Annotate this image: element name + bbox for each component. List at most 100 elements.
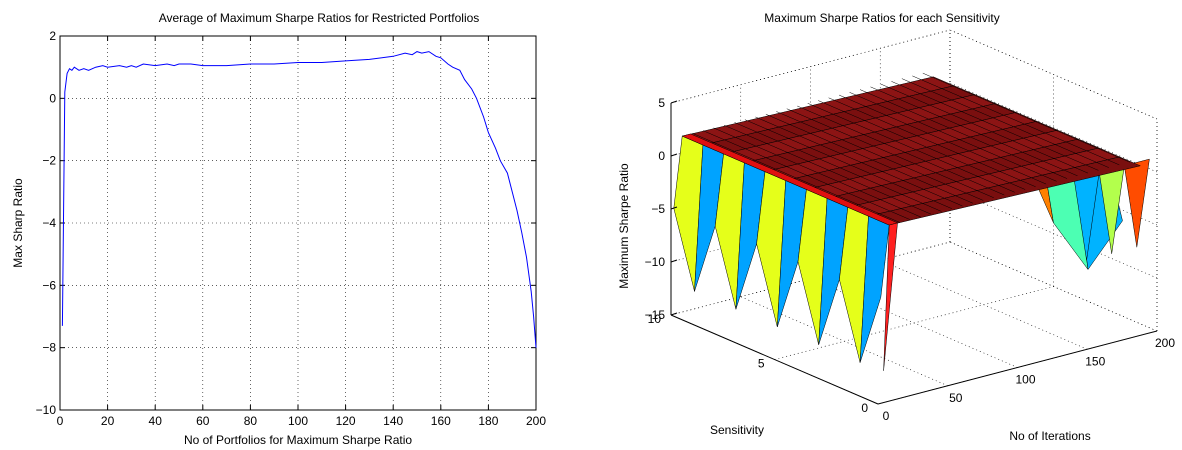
right-x-axis-line xyxy=(877,330,1158,405)
right-surface-mesh-line xyxy=(879,198,900,209)
right-surface-mesh-line xyxy=(786,151,807,161)
right-chart: Maximum Sharpe Ratios for each Sensitivi… xyxy=(617,11,1175,443)
right-surface-mesh-line xyxy=(994,154,1016,164)
right-surface-mesh-line xyxy=(901,78,923,88)
right-surface-mesh-line xyxy=(828,97,850,107)
right-surface-mesh-line xyxy=(994,125,1016,135)
right-surface-mesh-line xyxy=(796,148,818,159)
right-surface-mesh-line xyxy=(838,94,860,105)
right-surface-mesh-line xyxy=(868,201,890,211)
right-surface-mesh-line xyxy=(775,140,797,150)
right-surface-mesh-line xyxy=(922,72,944,83)
right-surface-mesh-line xyxy=(828,111,850,122)
right-x-tick-label: 150 xyxy=(1085,354,1105,368)
right-box-edge xyxy=(670,29,951,104)
right-surface-mesh-line xyxy=(713,127,735,138)
right-surface-mesh-line xyxy=(1014,177,1036,188)
right-surface-mesh-line xyxy=(838,123,860,133)
right-surface-mesh-line xyxy=(912,90,933,100)
right-surface-mesh-line xyxy=(941,196,963,207)
right-surface-mesh-line xyxy=(920,187,942,198)
right-z-tick-label: 5 xyxy=(658,96,665,110)
right-z-tick-label: 0 xyxy=(658,149,665,163)
right-surface-mesh-line xyxy=(879,184,901,194)
right-surface-mesh-line xyxy=(744,119,766,129)
right-surface-mesh-line xyxy=(786,137,808,147)
right-surface-mesh-line xyxy=(1025,174,1047,185)
right-surface-mesh-line xyxy=(953,107,975,118)
right-surface-mesh-line xyxy=(744,133,766,144)
right-z-axis-label: Maximum Sharpe Ratio xyxy=(617,163,631,289)
right-surface-mesh-line xyxy=(734,122,756,132)
left-y-tick-label: −6 xyxy=(42,278,56,292)
right-surface-mesh-line xyxy=(880,127,902,137)
right-surface-mesh-line xyxy=(786,122,808,133)
right-surface-mesh-line xyxy=(1015,148,1037,159)
right-surface-mesh-line xyxy=(984,128,1006,138)
right-surface-mesh-line xyxy=(994,168,1016,179)
right-surface-mesh-line xyxy=(983,171,1005,181)
right-surface-mesh-line xyxy=(765,157,786,167)
right-surface-mesh-line xyxy=(870,86,892,96)
right-surface-mesh-line xyxy=(765,128,787,138)
right-surface-mesh-line xyxy=(838,152,859,162)
right-surface-mesh-line xyxy=(1057,137,1079,148)
right-surface-mesh-line xyxy=(963,119,985,129)
right-z-tick-mark xyxy=(670,259,678,263)
right-3d-box xyxy=(670,29,1158,405)
right-surface-mesh-line xyxy=(962,176,984,187)
right-surface-mesh-line xyxy=(1077,146,1099,157)
right-surface-mesh-line xyxy=(785,166,807,176)
right-surface-mesh-line xyxy=(807,103,829,113)
right-x-tick-label: 200 xyxy=(1155,336,1175,350)
right-surface-mesh-line xyxy=(733,150,755,161)
right-y-axis-label: Sensitivity xyxy=(710,423,764,437)
right-surface-mesh-line xyxy=(848,163,870,174)
right-surface-mesh-line xyxy=(869,172,890,183)
right-surface-mesh-line xyxy=(1046,169,1068,179)
right-surface-mesh-line xyxy=(859,146,880,157)
right-surface-mesh-line xyxy=(713,142,735,152)
right-surface-mesh-line xyxy=(942,139,964,149)
right-surface-mesh-line xyxy=(837,166,859,177)
right-surface-mesh-line xyxy=(1098,155,1120,166)
right-surface-mesh-line xyxy=(1067,163,1089,174)
right-surface-mesh-line xyxy=(1025,146,1047,156)
left-y-ticks: −10 −8 −6 −4 −2 0 2 xyxy=(36,29,536,417)
right-surface-mesh-line xyxy=(1046,140,1068,151)
right-surface-mesh-line xyxy=(806,160,828,170)
left-y-tick-label: −2 xyxy=(42,154,56,168)
right-surface-mesh-line xyxy=(858,161,880,171)
right-surface-mesh-line xyxy=(910,205,932,215)
right-x-tick-label: 0 xyxy=(883,409,890,423)
right-surface-mesh-line xyxy=(849,120,870,131)
right-surface-mesh-line xyxy=(827,183,849,194)
right-surface-mesh-line xyxy=(890,153,912,163)
right-surface-mesh-line xyxy=(1004,151,1026,162)
right-surface-mesh-line xyxy=(900,164,922,175)
right-side-gridline xyxy=(949,82,1158,173)
right-surface-mesh-line xyxy=(838,137,860,148)
right-surface-mesh-line xyxy=(962,162,984,172)
right-surface-mesh-line xyxy=(796,120,818,130)
right-floor-gridline xyxy=(774,286,1054,360)
right-surface-mesh-line xyxy=(995,111,1016,121)
right-surface-mesh-line xyxy=(796,134,818,144)
right-surface-mesh-line xyxy=(880,98,902,108)
right-surface-mesh-line xyxy=(952,179,974,190)
right-surface-mesh-line xyxy=(941,182,963,192)
right-surface-mesh-line xyxy=(943,81,965,92)
left-grid xyxy=(60,36,536,410)
right-surface xyxy=(673,72,1150,371)
right-chart-title: Maximum Sharpe Ratios for each Sensitivi… xyxy=(764,11,999,25)
right-surface-mesh-line xyxy=(953,93,975,103)
right-surface-mesh-line xyxy=(869,129,891,140)
right-surface-mesh-line xyxy=(1036,129,1058,139)
right-surface-mesh-line xyxy=(931,199,953,209)
right-surface-mesh-line xyxy=(796,177,817,188)
right-surface-mesh-line xyxy=(1035,172,1057,182)
right-surface-mesh-line xyxy=(848,135,870,145)
right-surface-mesh-line xyxy=(889,210,911,220)
